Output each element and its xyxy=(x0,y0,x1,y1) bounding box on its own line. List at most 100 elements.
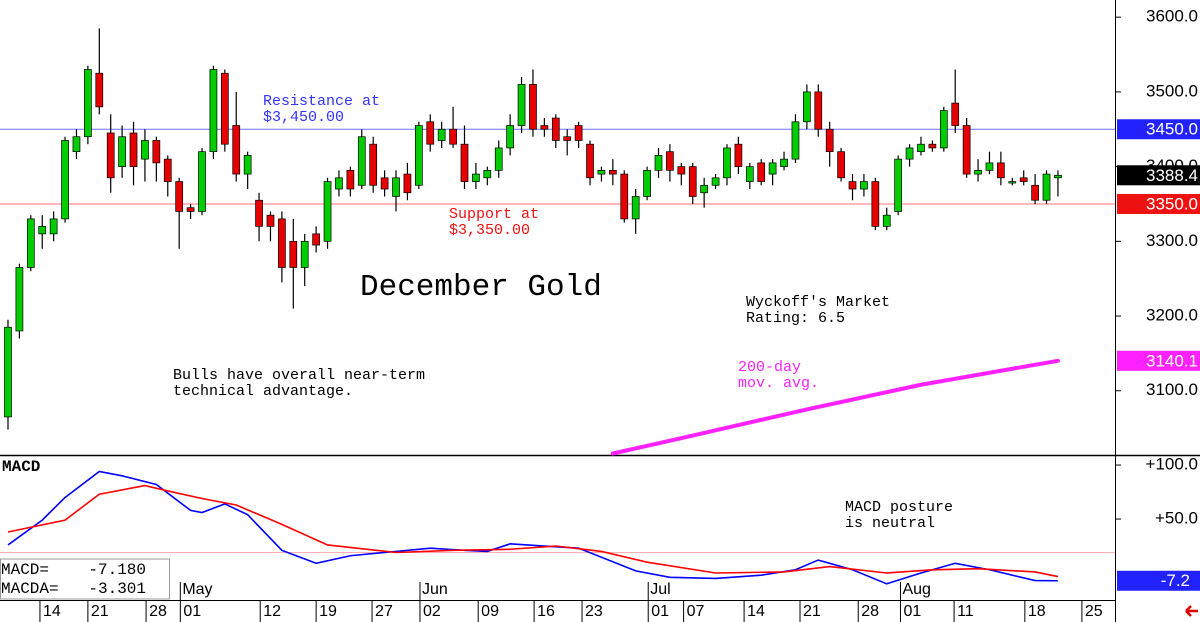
candle-body xyxy=(414,125,423,186)
candle-body xyxy=(860,181,868,190)
candle-body xyxy=(243,155,252,175)
candle-body xyxy=(483,169,492,179)
candle-body xyxy=(517,84,526,126)
y-tick-label: 3500.0 xyxy=(1146,81,1198,100)
x-tick-label: 12 xyxy=(263,603,281,620)
candle-body xyxy=(72,136,81,153)
support-box-label: 3350.0 xyxy=(1146,194,1198,213)
resistance-box xyxy=(1117,119,1200,140)
candle-body xyxy=(757,162,766,182)
candle-body xyxy=(597,169,606,175)
annotation: Bulls have overall near-term xyxy=(173,367,425,384)
candle-body xyxy=(882,214,891,227)
resistance-label: Resistance at xyxy=(263,93,380,110)
candle-body xyxy=(574,125,583,141)
x-tick-label: 19 xyxy=(319,603,337,620)
candle-body xyxy=(529,84,537,130)
readout-value: -7.180 xyxy=(88,561,146,579)
candle-body xyxy=(437,128,446,141)
chart-title: December Gold xyxy=(360,270,602,305)
candle-body xyxy=(551,117,560,141)
candle-body xyxy=(403,173,412,194)
candle-body xyxy=(666,151,674,171)
candle-body xyxy=(84,69,92,138)
candle-body xyxy=(654,155,663,171)
last-price-box xyxy=(1117,165,1200,186)
x-tick-label: 01 xyxy=(903,603,921,620)
candle-body xyxy=(814,91,823,130)
macd-title: MACD xyxy=(2,458,40,476)
candle-body xyxy=(163,158,172,182)
macd-y-tick-label: +50.0 xyxy=(1155,509,1198,528)
candle-body xyxy=(1042,173,1051,201)
candle-body xyxy=(917,143,925,153)
x-tick-label: 18 xyxy=(1028,603,1046,620)
candle-body xyxy=(506,125,514,149)
candle-body xyxy=(95,72,104,108)
annotation: Rating: 6.5 xyxy=(746,310,845,327)
macd-note: is neutral xyxy=(845,515,935,532)
x-tick-label: 16 xyxy=(537,603,555,620)
candle-body xyxy=(962,125,971,175)
moving-average-line xyxy=(610,358,1060,456)
candle-body xyxy=(300,240,309,268)
x-tick-label: 07 xyxy=(687,603,705,620)
candle-body xyxy=(939,110,948,149)
candle-body xyxy=(152,140,161,164)
macd-note: MACD posture xyxy=(845,499,953,516)
macd-y-tick-label: +100.0 xyxy=(1146,455,1198,474)
candle-body xyxy=(266,214,275,227)
candle-body xyxy=(49,218,58,235)
candle-body xyxy=(209,69,218,153)
support-box xyxy=(1117,193,1200,214)
candle-body xyxy=(61,140,69,220)
candle-body xyxy=(460,143,469,182)
candle-body xyxy=(1054,174,1062,179)
candle-body xyxy=(791,121,800,160)
candle-body xyxy=(848,181,857,190)
candle-body xyxy=(631,196,640,220)
moving-average-box-label: 3140.1 xyxy=(1146,351,1198,370)
candle-body xyxy=(312,233,320,246)
candle-body xyxy=(780,158,788,167)
candle-body xyxy=(186,207,195,212)
candle-body xyxy=(141,140,149,160)
x-tick-label: 27 xyxy=(375,603,393,620)
candle-body xyxy=(894,158,903,212)
candle-body xyxy=(426,121,435,145)
candle-body xyxy=(380,177,389,190)
macd-value-box-label: -7.2 xyxy=(1161,571,1190,590)
x-tick-label: 11 xyxy=(957,603,974,620)
x-tick-label: 21 xyxy=(91,603,109,620)
x-tick-label: 21 xyxy=(803,603,821,620)
x-tick-label: 25 xyxy=(1085,603,1103,620)
resistance-box-label: 3450.0 xyxy=(1146,120,1198,139)
x-tick-label: 14 xyxy=(43,603,61,620)
candle-body xyxy=(563,136,572,141)
x-tick-label: 02 xyxy=(423,603,441,620)
candle-body xyxy=(357,136,366,186)
candle-body xyxy=(723,147,731,179)
x-tick-label: 01 xyxy=(651,603,669,620)
candle-body xyxy=(255,199,263,227)
month-label: Jul xyxy=(650,581,670,598)
last-price-box-label: 3388.4 xyxy=(1146,166,1198,185)
candle-body xyxy=(38,226,47,235)
candle-body xyxy=(494,147,503,171)
candle-body xyxy=(392,177,400,197)
readout-value: -3.301 xyxy=(88,580,146,598)
candle-body xyxy=(472,173,480,182)
candle-body xyxy=(289,240,298,268)
y-tick-label: 3100.0 xyxy=(1146,380,1198,399)
candle-body xyxy=(26,218,35,268)
x-tick-label: 01 xyxy=(183,603,201,620)
candle-body xyxy=(837,151,845,179)
x-tick-label: 23 xyxy=(585,603,603,620)
candle-body xyxy=(620,173,629,220)
moving-average-label: 200-day xyxy=(738,359,801,376)
readout-name: MACD= xyxy=(1,561,49,579)
y-tick-label: 3600.0 xyxy=(1146,7,1198,26)
candle-body xyxy=(643,169,651,197)
support-label: $3,350.00 xyxy=(449,222,530,239)
